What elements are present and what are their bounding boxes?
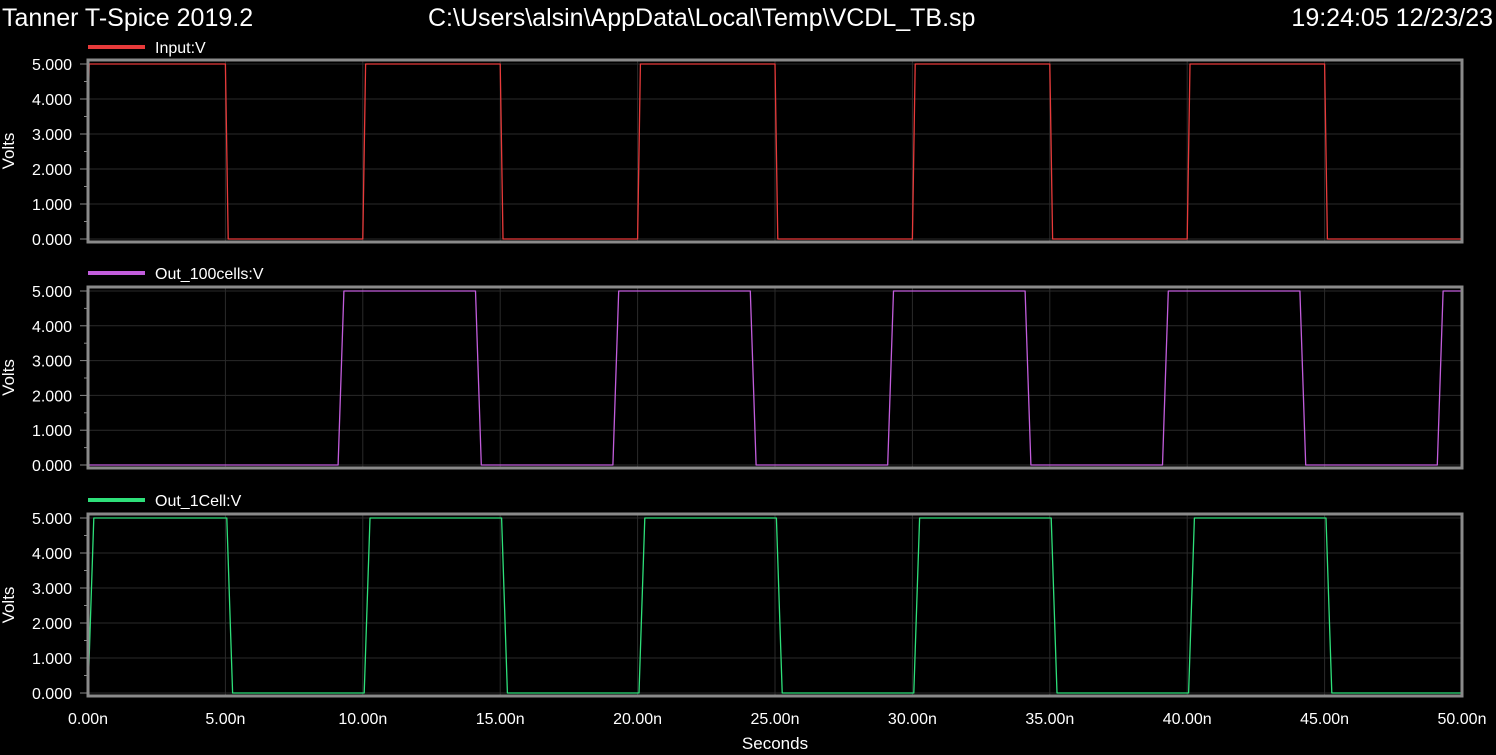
y-tick-label: 0.000: [32, 458, 72, 475]
y-tick-label: 4.000: [32, 546, 72, 563]
y-axis-label: Volts: [0, 133, 18, 170]
title-bar: Tanner T-Spice 2019.2 C:\Users\alsin\App…: [0, 0, 1496, 38]
x-tick-label: 50.00n: [1438, 711, 1487, 728]
y-axis-label: Volts: [0, 359, 18, 396]
y-tick-label: 2.000: [32, 388, 72, 405]
y-tick-label: 4.000: [32, 319, 72, 336]
legend-label: Out_100cells:V: [155, 266, 264, 283]
y-axis-label: Volts: [0, 587, 18, 624]
y-tick-label: 1.000: [32, 197, 72, 214]
x-tick-label: 20.00n: [613, 711, 662, 728]
y-tick-label: 1.000: [32, 423, 72, 440]
y-tick-label: 4.000: [32, 92, 72, 109]
x-tick-label: 0.00n: [68, 711, 108, 728]
app-title: Tanner T-Spice 2019.2: [2, 4, 254, 32]
chart-panel-3: Out_1Cell:V 0.000 1.000 2.000 3.000 4.000 5.00…: [0, 493, 1486, 753]
x-tick-label: 45.00n: [1300, 711, 1349, 728]
x-tick-label: 40.00n: [1163, 711, 1212, 728]
x-tick-label: 30.00n: [888, 711, 937, 728]
y-tick-label: 5.000: [32, 284, 72, 301]
y-tick-label: 5.000: [32, 57, 72, 74]
y-tick-label: 3.000: [32, 354, 72, 371]
series-line-out-1cell-v: [87, 517, 1462, 694]
y-tick-label: 3.000: [32, 127, 72, 144]
file-path: C:\Users\alsin\AppData\Local\Temp\VCDL_T…: [428, 4, 976, 32]
y-tick-label: 2.000: [32, 162, 72, 179]
series-line-out-100cells-v: [88, 290, 1462, 466]
x-tick-label: 15.00n: [476, 711, 525, 728]
x-tick-label: 25.00n: [751, 711, 800, 728]
legend-label: Input:V: [155, 40, 206, 57]
chart-panel-1: Input:V 0.000 1.000 2.000 3.000 4.000 5.000 Vol…: [0, 40, 1464, 249]
y-tick-label: 0.000: [32, 686, 72, 703]
y-tick-label: 5.000: [32, 511, 72, 528]
x-tick-label: 10.00n: [338, 711, 387, 728]
y-tick-label: 0.000: [32, 232, 72, 249]
series-line-input-v: [87, 63, 1462, 240]
legend-label: Out_1Cell:V: [155, 493, 242, 510]
y-tick-label: 3.000: [32, 581, 72, 598]
x-tick-label: 35.00n: [1025, 711, 1074, 728]
timestamp: 19:24:05 12/23/23: [1291, 4, 1493, 32]
y-tick-label: 1.000: [32, 651, 72, 668]
chart-panel-2: Out_100cells:V 0.000 1.000 2.000 3.000 4.000 5…: [0, 266, 1464, 475]
y-tick-label: 2.000: [32, 616, 72, 633]
x-axis-label: Seconds: [742, 734, 808, 753]
x-tick-label: 5.00n: [205, 711, 245, 728]
